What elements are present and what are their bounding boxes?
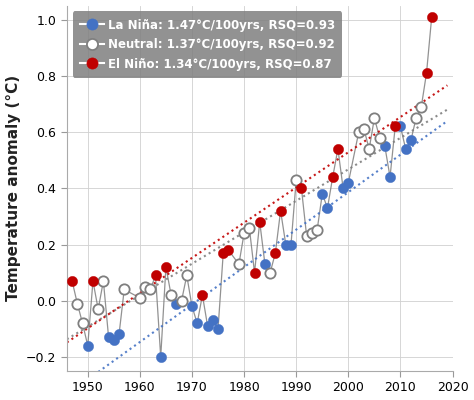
Point (313, 227, 321, 234)
Point (110, 337, 118, 343)
Point (303, 233, 310, 239)
Point (308, 230, 316, 236)
Y-axis label: Temperature anomaly (°C): Temperature anomaly (°C) (6, 75, 20, 301)
Point (339, 185, 347, 192)
Point (319, 191, 326, 197)
Point (407, 137, 415, 144)
Point (115, 331, 123, 338)
Point (298, 185, 305, 192)
Point (152, 272, 159, 279)
Point (423, 70, 430, 76)
Point (397, 123, 404, 130)
Point (183, 272, 191, 279)
Point (381, 143, 389, 149)
Point (178, 298, 185, 304)
Point (324, 205, 331, 211)
Legend: La Niña: 1.47°C/100yrs, RSQ=0.93, Neutral: 1.37°C/100yrs, RSQ=0.92, El Niño: 1.3: La Niña: 1.47°C/100yrs, RSQ=0.93, Neutra… (73, 12, 342, 78)
Point (100, 278, 107, 284)
Point (360, 126, 368, 132)
Point (292, 177, 300, 183)
Point (334, 146, 342, 152)
Point (277, 208, 284, 214)
Point (412, 115, 420, 121)
Point (120, 286, 128, 293)
Point (68, 278, 76, 284)
Point (193, 320, 201, 326)
Point (371, 115, 378, 121)
Point (141, 284, 149, 290)
Point (89, 278, 97, 284)
Point (162, 264, 170, 270)
Point (345, 180, 352, 186)
Point (240, 230, 248, 236)
Point (173, 300, 180, 307)
Point (188, 303, 196, 310)
Point (225, 247, 232, 253)
Point (235, 261, 243, 267)
Point (84, 342, 91, 349)
Point (418, 104, 425, 110)
Point (214, 326, 222, 332)
Point (167, 292, 175, 298)
Point (79, 320, 86, 326)
Point (146, 286, 154, 293)
Point (266, 270, 274, 276)
Point (282, 241, 290, 248)
Point (256, 219, 264, 225)
Point (392, 123, 399, 130)
Point (94, 306, 102, 312)
Point (246, 224, 253, 231)
Point (209, 317, 217, 324)
Point (272, 250, 279, 256)
Point (329, 174, 337, 180)
Point (199, 292, 206, 298)
Point (105, 334, 112, 340)
Point (428, 14, 436, 20)
Point (73, 300, 81, 307)
Point (402, 146, 410, 152)
Point (287, 241, 295, 248)
Point (204, 323, 211, 329)
Point (219, 250, 227, 256)
Point (157, 354, 164, 360)
Point (386, 174, 394, 180)
Point (261, 261, 269, 267)
Point (355, 129, 363, 135)
Point (376, 134, 383, 141)
Point (365, 146, 373, 152)
Point (251, 270, 258, 276)
Point (136, 295, 144, 301)
